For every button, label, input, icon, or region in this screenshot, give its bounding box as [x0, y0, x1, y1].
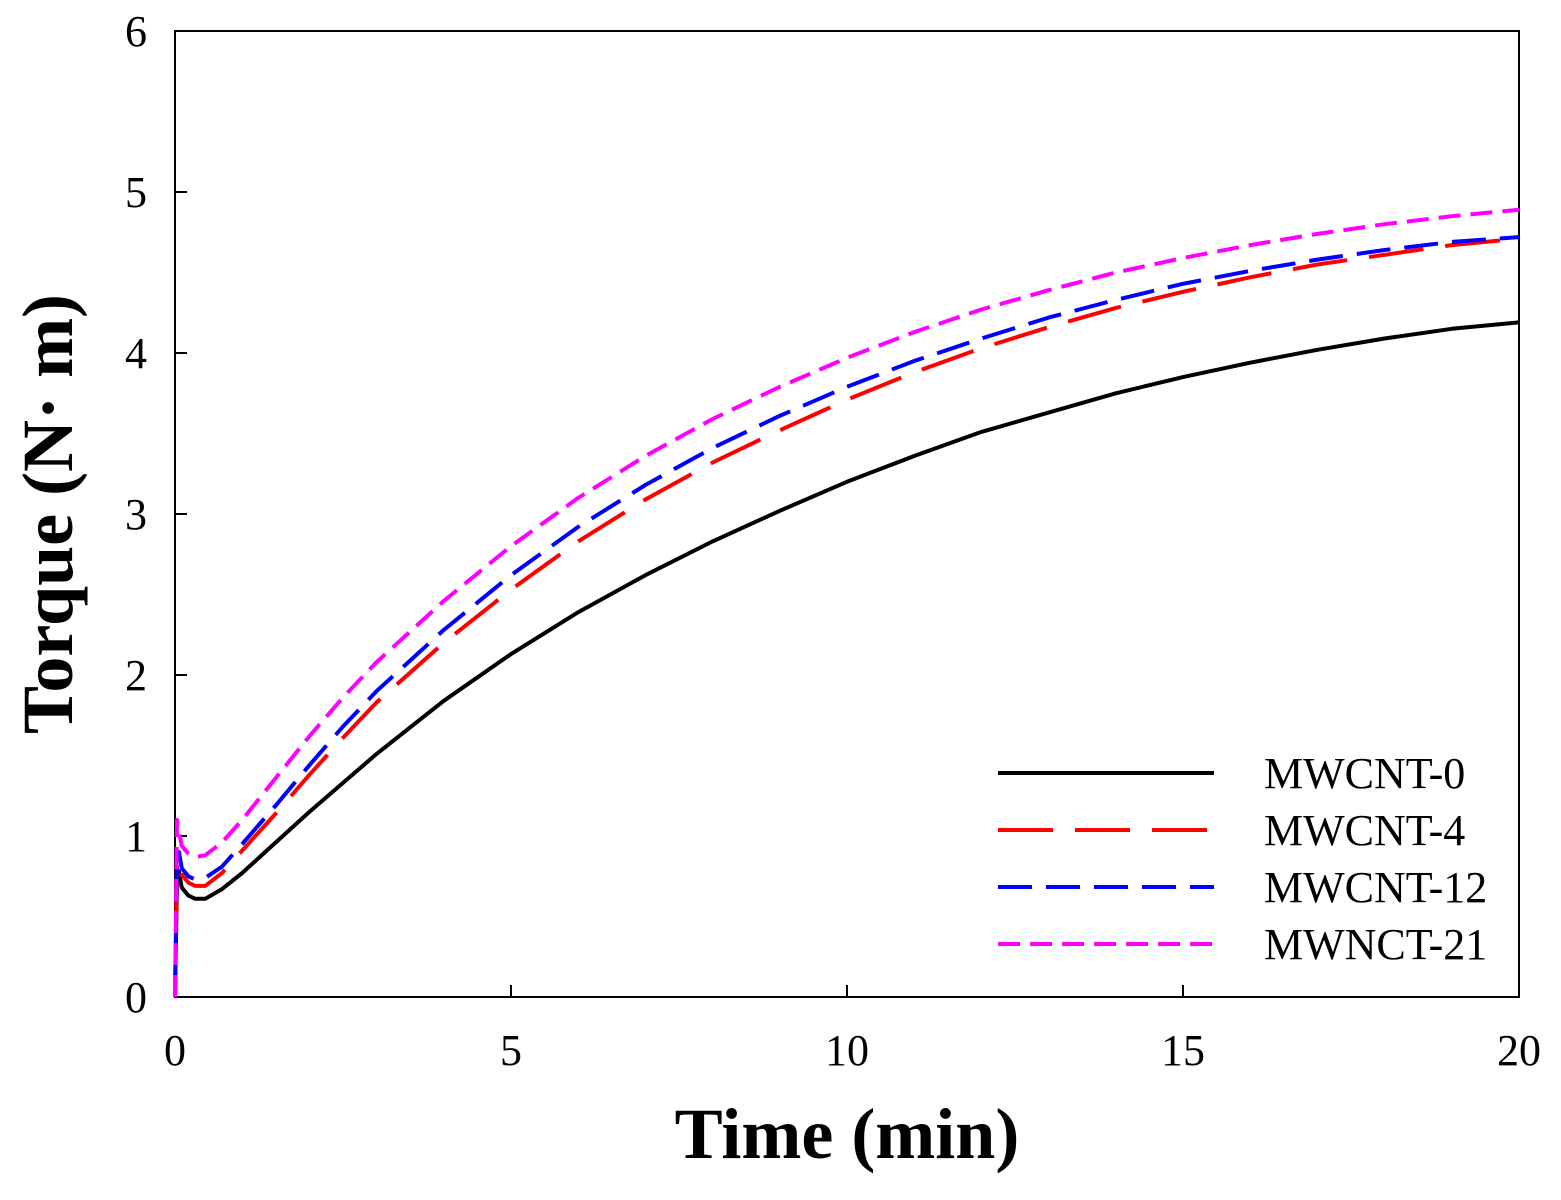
y-tick-label: 2	[125, 651, 147, 700]
y-axis-ticks: 0 1 2 3 4 5 6	[125, 7, 187, 1022]
series-line-mwcnt-0	[173, 320, 1520, 998]
series-line-mwcnt-4	[173, 236, 1520, 998]
legend: MWCNT-0 MWCNT-4 MWCNT-12 MWNCT-21	[998, 749, 1487, 969]
y-tick-label: 6	[125, 7, 147, 56]
legend-label-mwcnt-4: MWCNT-4	[1264, 806, 1465, 855]
y-tick-label: 1	[125, 812, 147, 861]
x-tick-label: 5	[500, 1026, 522, 1075]
x-axis-ticks: 0 5 10 15 20	[164, 985, 1541, 1075]
x-tick-label: 0	[164, 1026, 186, 1075]
series-lines	[173, 207, 1520, 998]
legend-label-mwnct-21: MWNCT-21	[1264, 920, 1487, 969]
y-tick-label: 3	[125, 490, 147, 539]
x-tick-label: 10	[825, 1026, 869, 1075]
x-tick-label: 20	[1497, 1026, 1541, 1075]
y-tick-label: 5	[125, 168, 147, 217]
y-axis-title: Torque (N· m)	[8, 294, 88, 734]
x-axis-title: Time (min)	[675, 1094, 1020, 1174]
legend-label-mwcnt-0: MWCNT-0	[1264, 749, 1465, 798]
y-tick-label: 0	[125, 973, 147, 1022]
series-line-mwnct-21	[173, 207, 1520, 998]
legend-label-mwcnt-12: MWCNT-12	[1264, 863, 1487, 912]
series-line-mwcnt-12	[173, 235, 1520, 998]
x-tick-label: 15	[1161, 1026, 1205, 1075]
y-tick-label: 4	[125, 329, 147, 378]
